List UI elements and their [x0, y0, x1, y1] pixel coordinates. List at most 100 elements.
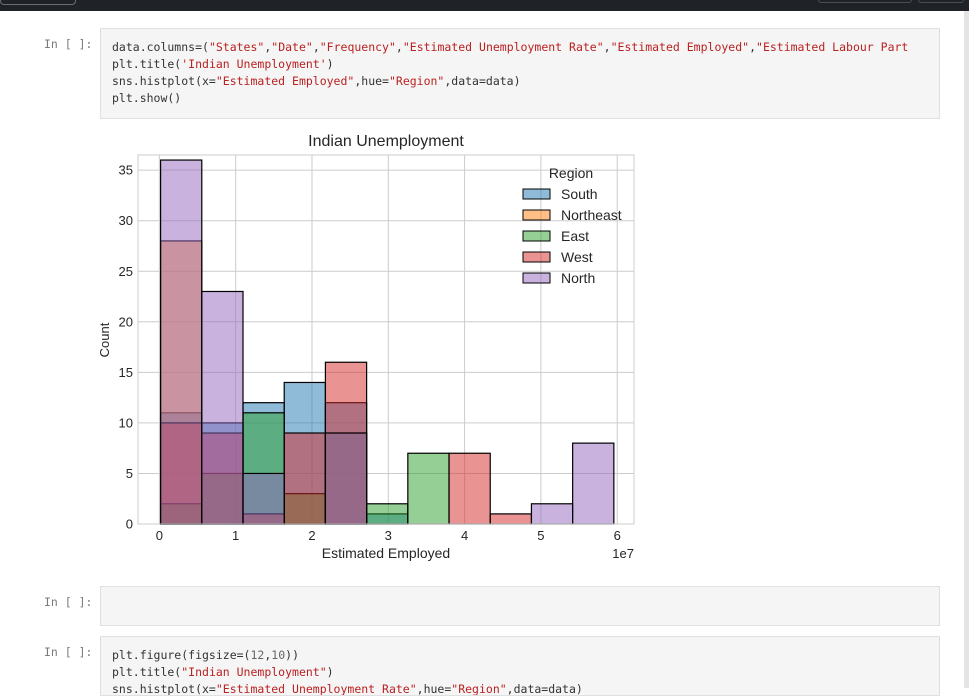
x-offset-label: 1e7 — [612, 546, 634, 561]
toolbar-button[interactable] — [918, 0, 964, 3]
x-tick-label: 3 — [385, 528, 392, 543]
tick-labels: 0 1 2 3 4 5 6 0 5 10 15 20 25 30 35 — [119, 163, 621, 543]
code-token: ) — [326, 57, 334, 71]
bars — [159, 159, 615, 525]
legend-entry: West — [561, 249, 593, 265]
legend-swatch — [522, 188, 551, 200]
code-token: "Frequency" — [319, 40, 396, 54]
code-token: plt.show() — [112, 91, 182, 105]
legend-entry: South — [561, 186, 598, 202]
code-token: ,hue= — [416, 682, 452, 696]
code-token: plt.title( — [112, 57, 182, 71]
code-token: "Estimated Unemployment Rate" — [402, 40, 604, 54]
histogram-bar-west — [489, 513, 533, 525]
cell-prompt: In [ ]: — [44, 645, 93, 659]
code-token: , — [264, 648, 272, 662]
code-token: sns.histplot(x= — [112, 74, 216, 88]
y-axis-label: Count — [97, 322, 112, 357]
code-token: ,data=data) — [444, 74, 521, 88]
code-line: sns.histplot(x="Estimated Unemployment R… — [112, 681, 928, 696]
code-token: "Estimated Employed" — [610, 40, 750, 54]
code-token: ) — [326, 665, 334, 679]
x-tick-label: 5 — [537, 528, 544, 543]
legend-swatch — [522, 230, 551, 242]
scrollbar-track[interactable] — [964, 11, 969, 688]
cell-prompt: In [ ]: — [44, 595, 93, 609]
y-tick-label: 30 — [119, 213, 133, 228]
chart-title: Indian Unemployment — [308, 133, 464, 150]
code-token: "Estimated Employed" — [215, 74, 355, 88]
code-token: data.columns=( — [112, 40, 209, 54]
y-tick-label: 5 — [126, 466, 133, 481]
code-token: 10 — [271, 648, 286, 662]
toolbar-button[interactable] — [0, 0, 76, 5]
code-token: "Region" — [388, 74, 445, 88]
y-tick-label: 35 — [119, 163, 133, 178]
legend: Region South Northeast East West North — [522, 165, 622, 286]
code-cell[interactable]: data.columns=("States","Date","Frequency… — [100, 28, 940, 119]
code-token: plt.title( — [112, 665, 182, 679]
legend-swatch — [522, 272, 551, 284]
legend-entry: East — [561, 228, 589, 244]
histogram-chart: Indian Unemployment 0 1 2 3 4 5 6 0 5 10 15 20 25 30 3… — [97, 133, 635, 561]
code-line: plt.figure(figsize=(12,10)) — [112, 647, 928, 664]
code-line: sns.histplot(x="Estimated Employed",hue=… — [112, 73, 928, 90]
histogram-bar-north — [324, 432, 368, 525]
code-token: , — [312, 40, 320, 54]
legend-entry: North — [561, 270, 595, 286]
code-token: ,hue= — [354, 74, 389, 88]
code-token: "States" — [208, 40, 265, 54]
histogram-bar-west — [448, 452, 491, 525]
x-tick-label: 6 — [614, 528, 621, 543]
plot-frame — [137, 154, 635, 525]
code-token: "Indian Unemployment" — [181, 665, 327, 679]
y-tick-label: 20 — [119, 314, 133, 329]
x-tick-label: 1 — [232, 528, 239, 543]
code-token: sns.histplot(x= — [112, 682, 216, 696]
code-token: plt.figure(figsize=( — [112, 648, 251, 662]
code-token: , — [395, 40, 403, 54]
cell-prompt: In [ ]: — [44, 37, 93, 51]
x-tick-label: 4 — [461, 528, 468, 543]
legend-swatch — [522, 209, 551, 221]
code-editor[interactable]: plt.figure(figsize=(12,10)) plt.title("In… — [101, 637, 939, 696]
code-cell[interactable]: plt.figure(figsize=(12,10)) plt.title("In… — [100, 636, 940, 696]
code-token: "Estimated Labour Part — [756, 40, 909, 54]
code-token: ,data=data) — [506, 682, 583, 696]
legend-swatch — [522, 251, 551, 263]
histogram-bar-east — [366, 503, 409, 525]
x-axis-label: Estimated Employed — [322, 545, 450, 561]
code-token: "Region" — [451, 682, 507, 696]
y-tick-label: 0 — [126, 517, 133, 532]
code-token: "Estimated Unemployment Rate" — [215, 682, 417, 696]
histogram-bar-north — [201, 290, 244, 525]
code-line: plt.show() — [112, 90, 928, 107]
code-token: "Date" — [271, 40, 313, 54]
x-tick-label: 2 — [308, 528, 315, 543]
histogram-bar-north — [530, 503, 574, 525]
code-editor[interactable] — [101, 587, 939, 607]
histogram-bar-north — [242, 472, 285, 525]
code-editor[interactable]: data.columns=("States","Date","Frequency… — [101, 29, 939, 117]
code-line: plt.title('Indian Unemployment') — [112, 56, 928, 73]
histogram-bar-east — [407, 452, 450, 525]
code-cell-empty[interactable] — [100, 586, 940, 626]
code-token: , — [749, 40, 757, 54]
y-tick-label: 15 — [119, 365, 133, 380]
code-line: data.columns=("States","Date","Frequency… — [112, 39, 928, 56]
notebook-toolbar — [0, 0, 969, 11]
toolbar-button[interactable] — [818, 0, 912, 3]
histogram-bar-west — [283, 432, 327, 525]
code-token: 'Indian Unemployment' — [181, 57, 327, 71]
code-line: plt.title("Indian Unemployment") — [112, 664, 928, 681]
y-tick-label: 10 — [119, 415, 133, 430]
histogram-bar-north — [159, 159, 203, 525]
legend-title: Region — [549, 165, 593, 181]
x-tick-label: 0 — [156, 528, 163, 543]
histogram-bar-north — [572, 442, 615, 525]
y-tick-label: 25 — [119, 264, 133, 279]
code-token: , — [603, 40, 611, 54]
code-token: , — [264, 40, 272, 54]
code-token: )) — [285, 648, 299, 662]
legend-entry: Northeast — [561, 207, 622, 223]
